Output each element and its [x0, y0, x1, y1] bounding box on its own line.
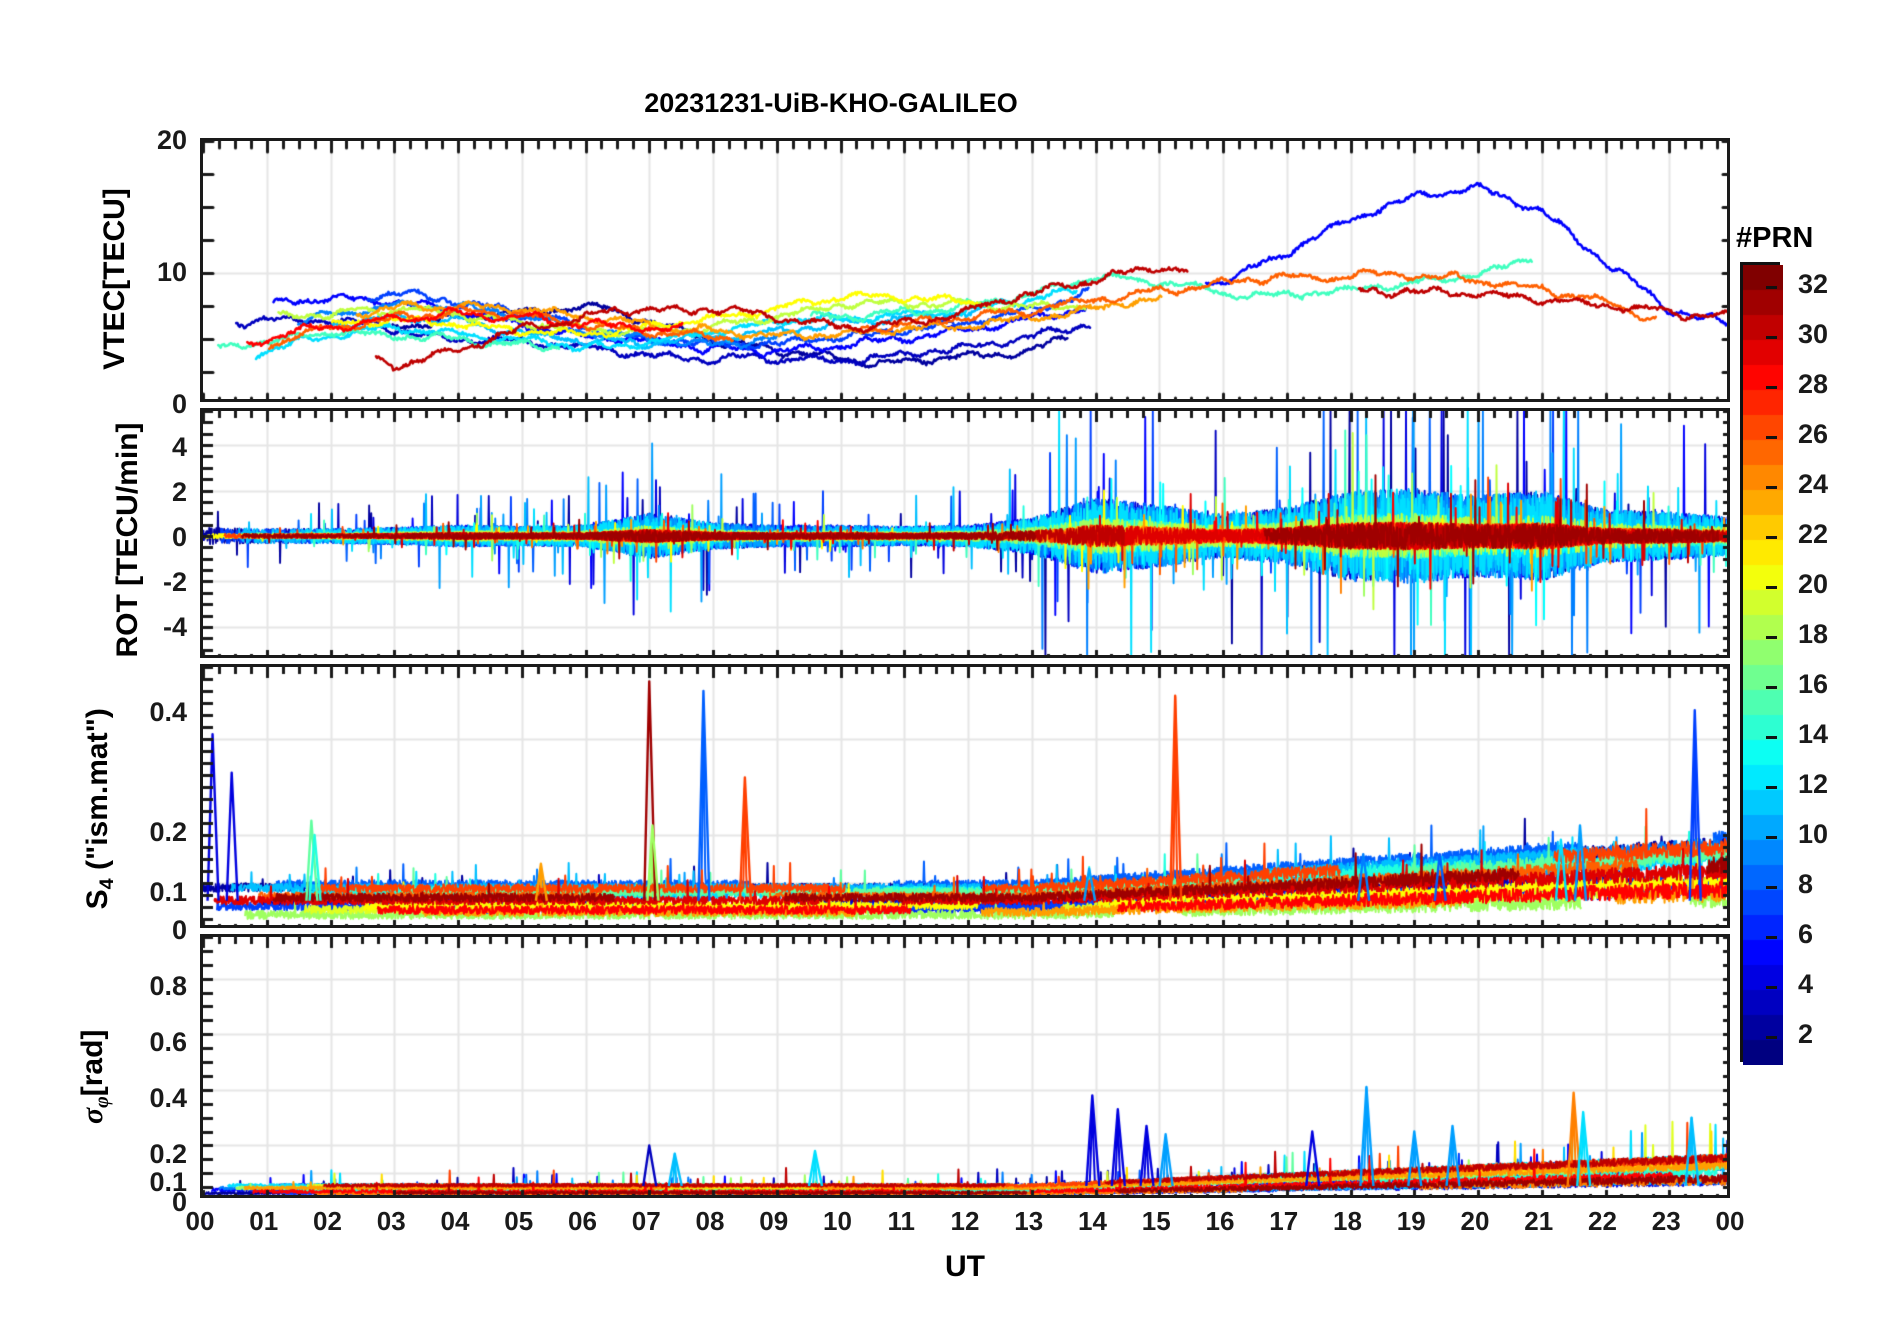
colorbar-tick-mark — [1766, 986, 1777, 989]
colorbar-tick-mark — [1766, 836, 1777, 839]
colorbar-tick-mark — [1766, 486, 1777, 489]
ytick-rot-4: 4 — [171, 432, 187, 462]
ytick-sp-02: 0.2 — [149, 1139, 187, 1169]
colorbar-tick-label: 22 — [1798, 519, 1829, 549]
colorbar-tick-label: 18 — [1798, 619, 1829, 649]
x-tick-label: 02 — [313, 1206, 342, 1236]
panel-s4 — [200, 664, 1730, 928]
ytick-sp-0: 0 — [171, 1187, 187, 1217]
xlabel-ut: UT — [945, 1250, 985, 1283]
ytick-rot-m4: -4 — [162, 612, 187, 642]
colorbar-tick-mark — [1766, 936, 1777, 939]
x-tick-label: 13 — [1014, 1206, 1044, 1236]
x-tick-label: 18 — [1333, 1206, 1362, 1236]
x-tick-label: 22 — [1588, 1206, 1617, 1236]
colorbar-tick-label: 10 — [1798, 819, 1829, 849]
ytick-rot-m2: -2 — [162, 567, 187, 597]
x-tick-label: 00 — [185, 1206, 215, 1236]
colorbar-tick-label: 4 — [1798, 969, 1814, 999]
ytick-s4-0: 0 — [171, 915, 187, 945]
colorbar-tick-label: 8 — [1798, 869, 1814, 899]
ytick-sp-04: 0.4 — [149, 1083, 187, 1113]
x-tick-label: 23 — [1651, 1206, 1681, 1236]
x-tick-label: 19 — [1396, 1206, 1426, 1236]
x-tick-label: 05 — [504, 1206, 534, 1236]
ytick-s4-02: 0.2 — [149, 817, 187, 847]
colorbar-tick-label: 14 — [1798, 719, 1829, 749]
x-tick-label: 06 — [568, 1206, 597, 1236]
panel-rot — [200, 408, 1730, 658]
ytick-vtec-20: 20 — [156, 125, 187, 155]
colorbar-tick-mark — [1766, 686, 1777, 689]
ytick-rot-0: 0 — [171, 522, 187, 552]
x-tick-label: 17 — [1269, 1206, 1299, 1236]
colorbar-tick-mark — [1766, 386, 1777, 389]
x-tick-label: 14 — [1078, 1206, 1107, 1236]
ytick-sp-01: 0.1 — [149, 1167, 187, 1197]
x-tick-label: 21 — [1524, 1206, 1554, 1236]
x-tick-label: 12 — [950, 1206, 980, 1236]
colorbar-tick-label: 30 — [1798, 319, 1829, 349]
colorbar-tick-label: 20 — [1798, 569, 1829, 599]
colorbar-tick-mark — [1766, 886, 1777, 889]
colorbar-tick-mark — [1766, 536, 1777, 539]
ytick-vtec-10: 10 — [156, 257, 187, 287]
colorbar-tick-mark — [1766, 636, 1777, 639]
x-tick-label: 10 — [823, 1206, 852, 1236]
colorbar-tick-label: 24 — [1798, 469, 1829, 499]
x-tick-label: 16 — [1205, 1206, 1235, 1236]
colorbar — [1740, 262, 1783, 1065]
ytick-vtec-0: 0 — [171, 389, 187, 419]
colorbar-tick-label: 26 — [1798, 419, 1829, 449]
x-tick-label: 04 — [440, 1206, 470, 1236]
colorbar-tick-mark — [1766, 1036, 1777, 1039]
colorbar-tick-label: 2 — [1798, 1019, 1814, 1049]
colorbar-title: #PRN — [1736, 222, 1814, 254]
x-tick-label: 09 — [759, 1206, 789, 1236]
panel-vtec — [200, 138, 1730, 402]
colorbar-tick-mark — [1766, 586, 1777, 589]
x-tick-label: 08 — [695, 1206, 725, 1236]
colorbar-tick-label: 28 — [1798, 369, 1829, 399]
x-tick-label: 01 — [249, 1206, 279, 1236]
colorbar-tick-mark — [1766, 786, 1777, 789]
colorbar-tick-mark — [1766, 736, 1777, 739]
x-tick-label: 03 — [376, 1206, 406, 1236]
ytick-s4-01: 0.1 — [149, 877, 187, 907]
colorbar-tick-label: 12 — [1798, 769, 1829, 799]
colorbar-tick-label: 16 — [1798, 669, 1829, 699]
ytick-sp-08: 0.8 — [149, 971, 187, 1001]
ytick-rot-2: 2 — [171, 477, 187, 507]
x-tick-label: 11 — [887, 1206, 916, 1236]
colorbar-tick-label: 32 — [1798, 269, 1829, 299]
colorbar-tick-mark — [1766, 286, 1777, 289]
ytick-sp-06: 0.6 — [149, 1027, 187, 1057]
x-tick-label: 20 — [1460, 1206, 1490, 1236]
colorbar-tick-mark — [1766, 336, 1777, 339]
x-tick-label: 00 — [1715, 1206, 1745, 1236]
panel-sigma-phi — [200, 934, 1730, 1198]
x-tick-label: 07 — [631, 1206, 661, 1236]
figure-title: 20231231-UiB-KHO-GALILEO — [644, 88, 1018, 118]
colorbar-tick-mark — [1766, 436, 1777, 439]
ylabel-s4-suffix: ("ism.mat") — [81, 708, 115, 879]
ytick-s4-04: 0.4 — [149, 697, 187, 727]
colorbar-tick-label: 6 — [1798, 919, 1814, 949]
x-tick-label: 15 — [1141, 1206, 1171, 1236]
